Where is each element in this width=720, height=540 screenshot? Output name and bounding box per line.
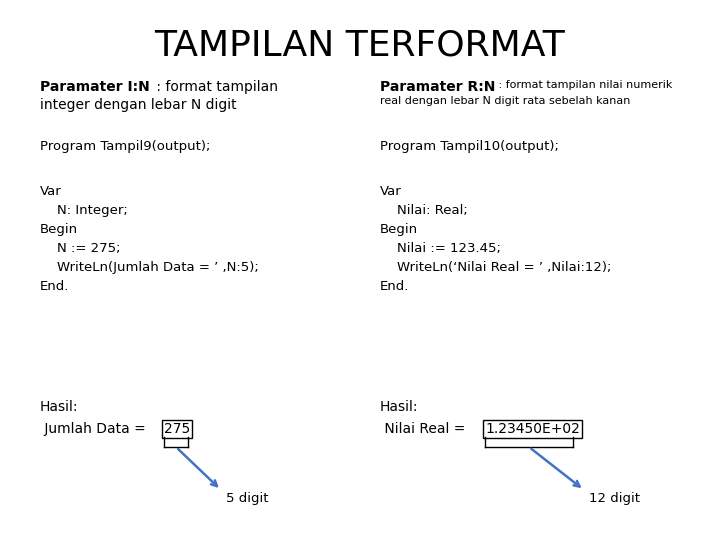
- Text: Nilai := 123.45;: Nilai := 123.45;: [380, 242, 501, 255]
- Text: 275: 275: [164, 422, 190, 436]
- Text: 5 digit: 5 digit: [226, 492, 269, 505]
- Text: WriteLn(Jumlah Data = ’ ,N:5);: WriteLn(Jumlah Data = ’ ,N:5);: [40, 261, 258, 274]
- Text: : format tampilan nilai numerik: : format tampilan nilai numerik: [495, 80, 672, 90]
- Text: N := 275;: N := 275;: [40, 242, 120, 255]
- Text: Paramater I:N: Paramater I:N: [40, 80, 150, 94]
- Text: Var: Var: [40, 185, 62, 198]
- Text: Program Tampil10(output);: Program Tampil10(output);: [380, 140, 559, 153]
- Text: Hasil:: Hasil:: [40, 400, 78, 414]
- Text: Begin: Begin: [40, 223, 78, 236]
- Text: Hasil:: Hasil:: [380, 400, 418, 414]
- Text: Nilai Real =: Nilai Real =: [380, 422, 465, 436]
- Text: : format tampilan: : format tampilan: [152, 80, 278, 94]
- Text: Var: Var: [380, 185, 402, 198]
- Text: End.: End.: [380, 280, 410, 293]
- Text: integer dengan lebar N digit: integer dengan lebar N digit: [40, 98, 237, 112]
- Text: Begin: Begin: [380, 223, 418, 236]
- Text: real dengan lebar N digit rata sebelah kanan: real dengan lebar N digit rata sebelah k…: [380, 96, 631, 106]
- Text: N: Integer;: N: Integer;: [40, 204, 127, 217]
- Text: Nilai: Real;: Nilai: Real;: [380, 204, 468, 217]
- Text: Paramater R:N: Paramater R:N: [380, 80, 495, 94]
- Text: TAMPILAN TERFORMAT: TAMPILAN TERFORMAT: [155, 28, 565, 62]
- Text: Program Tampil9(output);: Program Tampil9(output);: [40, 140, 210, 153]
- Text: WriteLn(‘Nilai Real = ’ ,Nilai:12);: WriteLn(‘Nilai Real = ’ ,Nilai:12);: [380, 261, 611, 274]
- Text: End.: End.: [40, 280, 69, 293]
- Text: 1.23450E+02: 1.23450E+02: [485, 422, 580, 436]
- Text: Jumlah Data =: Jumlah Data =: [40, 422, 145, 436]
- Text: 12 digit: 12 digit: [589, 492, 640, 505]
